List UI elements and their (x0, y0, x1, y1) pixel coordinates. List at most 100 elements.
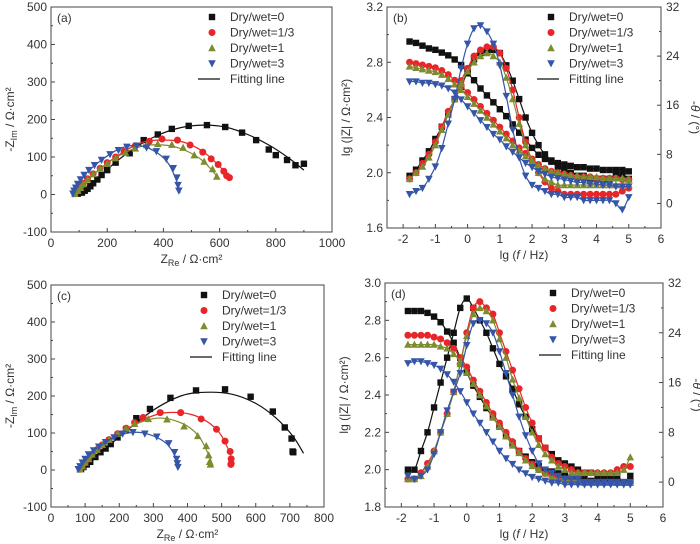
modulus-point (483, 113, 491, 121)
y-tick-label: 400 (27, 315, 47, 329)
modulus-point (482, 402, 491, 410)
panel-b: -2 -1 0 1 2 3 4 5 6 1.6 2.0 2.4 2.8 3.2 0 8 16 24 32 lg (f … (339, 0, 700, 262)
phase-point (404, 466, 412, 473)
phase-point (534, 184, 543, 193)
phase-point (489, 316, 497, 324)
x-tick-label: 100 (75, 511, 95, 525)
phase-point (541, 466, 550, 474)
phase-point (443, 354, 451, 361)
phase-point (424, 429, 431, 436)
modulus-point (457, 85, 465, 94)
modulus-point (560, 170, 569, 178)
modulus-point (502, 432, 510, 440)
y2-tick-label: 24 (668, 326, 682, 340)
series-dry-wet-3 (405, 22, 633, 214)
x-tick-label: -1 (430, 232, 441, 246)
phase-point (476, 22, 485, 30)
phase-point (554, 191, 562, 199)
modulus-point (541, 155, 549, 163)
phase-point (613, 468, 622, 476)
modulus-point (410, 340, 419, 348)
modulus-point (502, 455, 510, 463)
modulus-point (418, 79, 427, 87)
phase-point (587, 468, 595, 476)
modulus-point (412, 39, 420, 47)
x-tick-label: 300 (143, 511, 163, 525)
phase-point (626, 463, 634, 471)
phase-point (502, 73, 511, 81)
x-tick-label: 5 (627, 511, 634, 525)
data-point (252, 136, 260, 144)
x-tick-label: 500 (212, 511, 232, 525)
data-point (265, 146, 272, 153)
modulus-point (410, 358, 419, 366)
modulus-point (418, 61, 426, 69)
series-dry-wet-1 (405, 49, 633, 189)
data-point (79, 180, 88, 188)
data-point (84, 454, 93, 463)
modulus-point (437, 319, 444, 326)
modulus-point (430, 340, 438, 348)
modulus-point (417, 340, 425, 348)
modulus-point (624, 183, 633, 191)
legend-entry: Dry/wet=1/3 (569, 26, 634, 40)
phase-point (425, 175, 433, 183)
data-point (199, 148, 207, 156)
phase-point (554, 163, 562, 170)
modulus-point (423, 360, 432, 368)
modulus-point (554, 175, 562, 183)
legend-entry: Dry/wet=1/3 (222, 304, 287, 318)
phase-point (496, 49, 504, 57)
data-point (202, 441, 211, 450)
data-point (162, 155, 171, 163)
data-point (173, 136, 181, 144)
phase-point (561, 475, 569, 483)
data-point (73, 180, 82, 188)
y-tick-label: 100 (27, 150, 47, 164)
legend-marker (200, 322, 208, 330)
data-point (76, 183, 85, 191)
x-tick-label: 800 (314, 511, 334, 525)
modulus-point (593, 165, 600, 172)
modulus-point (470, 77, 478, 84)
y-axis-label: lg (|Z| / Ω·cm²) (337, 356, 351, 433)
modulus-point (592, 180, 601, 188)
data-point (212, 172, 221, 180)
x-tick-label: 400 (177, 511, 197, 525)
modulus-point (508, 148, 517, 157)
modulus-point (404, 331, 412, 339)
x-tick-label: 600 (210, 236, 230, 250)
data-point (177, 409, 185, 417)
data-point (89, 169, 97, 178)
legend-entry: Dry/wet=3 (571, 333, 626, 347)
modulus-point (425, 45, 433, 52)
data-point (174, 463, 182, 472)
modulus-point (482, 429, 491, 437)
phase-point (593, 468, 602, 476)
modulus-point (567, 162, 574, 170)
x-tick-label: 0 (48, 511, 55, 525)
legend-marker (549, 289, 557, 297)
panel-label: (c) (57, 289, 71, 303)
modulus-point (624, 175, 633, 183)
legend-marker (547, 44, 555, 52)
phase-point (443, 407, 451, 415)
modulus-point (547, 167, 556, 175)
phase-point (430, 404, 438, 411)
data-point (114, 147, 123, 155)
modulus-point (612, 166, 620, 174)
modulus-point (547, 173, 556, 181)
legend-entry: Fitting line (230, 72, 285, 86)
phase-point (541, 450, 550, 458)
x-tick-label: 0 (463, 511, 470, 525)
phase-point (606, 478, 615, 487)
phase-point (580, 468, 589, 476)
modulus-point (489, 130, 498, 139)
modulus-point (625, 168, 632, 175)
data-point (140, 136, 147, 144)
phase-point (624, 194, 633, 202)
legend-entry: Dry/wet=1 (569, 41, 624, 55)
x-tick-label: 3 (561, 232, 568, 246)
modulus-point (508, 441, 517, 449)
modulus-point (404, 340, 412, 348)
